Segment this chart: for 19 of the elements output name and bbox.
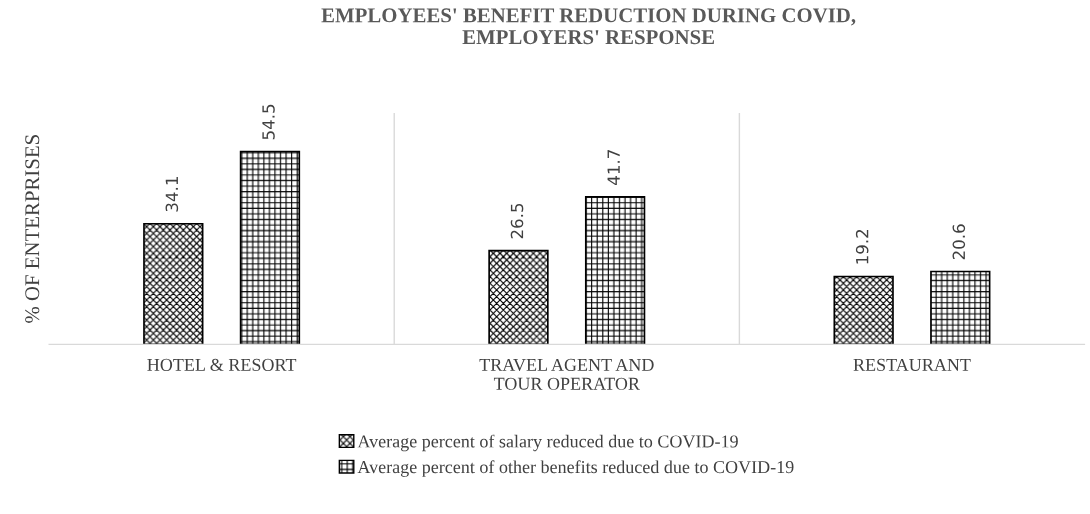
- data-label: 54.5: [262, 104, 275, 140]
- data-label: 26.5: [510, 203, 524, 239]
- bar: [930, 270, 991, 345]
- data-label: 19.2: [855, 229, 869, 264]
- x-tick-label: TRAVEL AGENT AND TOUR OPERATOR: [479, 358, 654, 390]
- data-label: 20.6: [952, 224, 966, 260]
- legend-label: Average percent of salary reduced due to COVID-19: [357, 434, 738, 452]
- bar: [833, 275, 894, 345]
- x-tick-label: RESTAURANT: [853, 358, 971, 371]
- bar: [143, 222, 204, 345]
- bar: [584, 196, 646, 345]
- legend-label: Average percent of other benefits reduced due to COVID-19: [357, 460, 794, 477]
- chart-title: EMPLOYEES' BENEFIT REDUCTION DURING COVID, EMPLOYERS' RESPONSE: [321, 8, 856, 45]
- bar: [239, 150, 301, 345]
- x-tick-label: HOTEL & RESORT: [147, 358, 297, 371]
- data-label: 41.7: [607, 150, 620, 185]
- y-axis-title: % OF ENTERPRISES: [25, 135, 40, 323]
- data-label: 34.1: [165, 177, 179, 212]
- bar: [488, 249, 549, 345]
